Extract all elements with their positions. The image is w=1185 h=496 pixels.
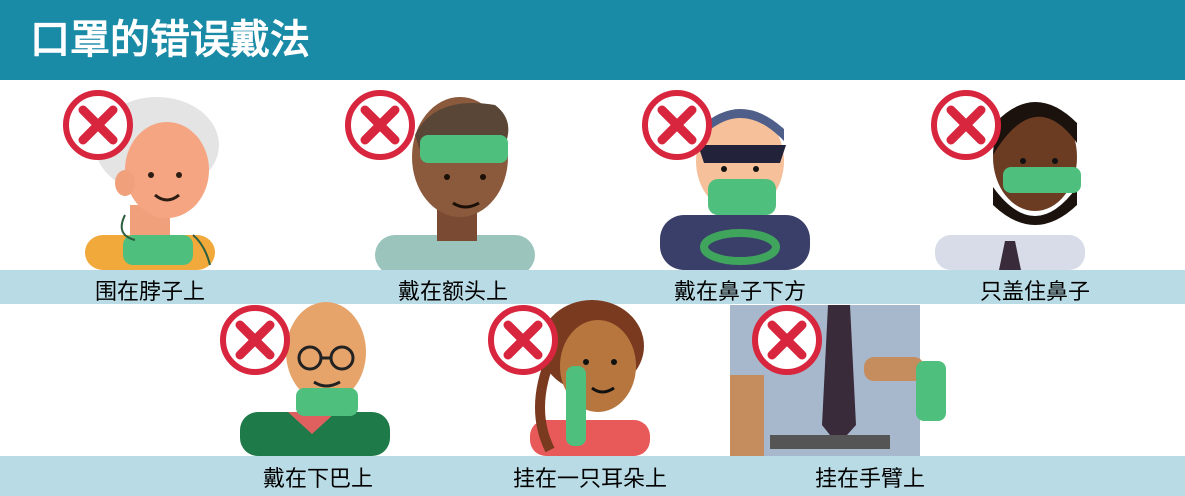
cross-icon [63, 90, 133, 160]
figure-only-nose [935, 95, 1085, 270]
figure-chin [240, 300, 390, 456]
cross-icon [345, 90, 415, 160]
cross-icon [642, 90, 712, 160]
label-chin: 戴在下巴上 [262, 467, 374, 492]
page-title: 口罩的错误戴法 [30, 17, 310, 63]
illustration-bald-man [240, 302, 390, 456]
label-forehead: 戴在额头上 [397, 280, 509, 305]
label-under-nose: 戴在鼻子下方 [673, 280, 807, 305]
label-only-nose: 只盖住鼻子 [979, 280, 1091, 305]
figure-forehead [375, 95, 535, 270]
label-arm: 挂在手臂上 [814, 467, 926, 492]
figure-one-ear [510, 300, 660, 456]
header-bar: 口罩的错误戴法 [0, 0, 1185, 80]
illustration-man-forehead [375, 97, 535, 270]
label-neck: 围在脖子上 [94, 280, 206, 305]
label-band-bottom [0, 456, 1185, 496]
cross-icon [931, 90, 1001, 160]
cross-icon [752, 305, 822, 375]
cross-icon [488, 305, 558, 375]
illustration-boy-beanie [660, 109, 810, 270]
illustration-girl [530, 300, 650, 456]
figure-arm [730, 305, 960, 456]
label-one-ear: 挂在一只耳朵上 [512, 467, 668, 492]
cross-icon [220, 305, 290, 375]
illustration-bearded-man [935, 102, 1085, 270]
figure-neck [75, 95, 225, 270]
label-band-top [0, 270, 1185, 304]
figure-under-nose [660, 95, 810, 270]
